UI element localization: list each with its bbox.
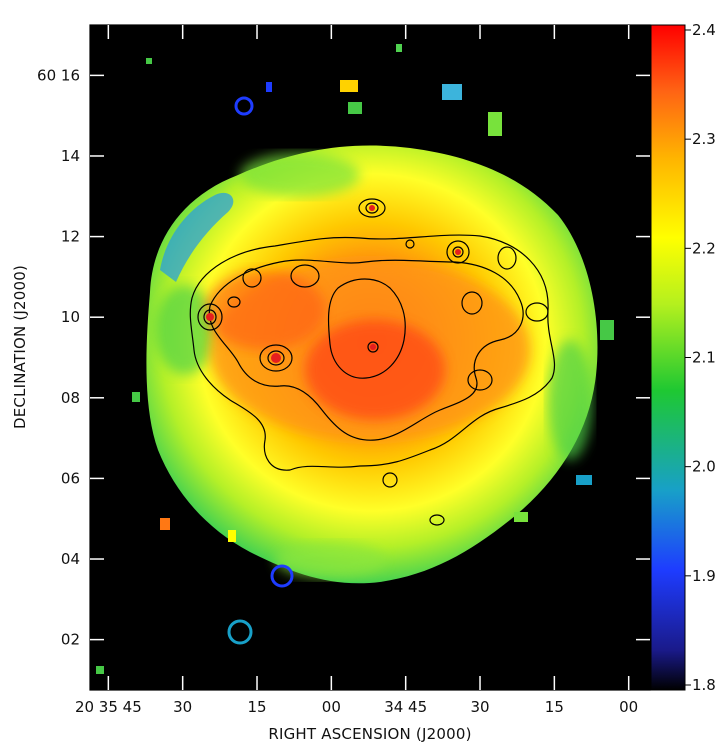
contour-knot	[203, 309, 217, 325]
x-tick-label: 15	[247, 698, 266, 716]
y-axis-title: DECLINATION (J2000)	[11, 265, 29, 429]
contour-knot	[452, 246, 464, 258]
contour-knot	[197, 303, 223, 331]
outlier-patch	[266, 82, 272, 92]
contour-core	[327, 278, 406, 379]
outlier-patch	[96, 666, 104, 674]
y-tick-label: 60 16	[37, 66, 80, 84]
contour-knot	[365, 202, 379, 214]
bright-knot	[455, 249, 461, 255]
contour-knot	[242, 268, 262, 288]
outlier-patch	[514, 512, 528, 522]
contour-knot	[461, 291, 483, 315]
bright-knot	[370, 344, 376, 350]
colorbar-tick-label: 2.1	[692, 349, 716, 367]
bright-knots	[206, 205, 461, 363]
contour-lines	[189, 198, 556, 526]
colorbar-tick-label: 1.9	[692, 567, 716, 585]
bright-knot	[369, 205, 375, 211]
outlier-patch	[228, 530, 236, 542]
outlier-patch	[396, 44, 402, 52]
contour-knot	[259, 344, 293, 372]
y-tick-label: 12	[61, 228, 80, 246]
disc-edge-green-left	[155, 285, 215, 375]
colorbar-tick-label: 2.4	[692, 21, 716, 39]
outlier-patch	[576, 475, 592, 485]
inner-red-region	[305, 320, 445, 420]
outlier-patch	[340, 80, 358, 92]
contour-knot	[358, 198, 386, 218]
x-tick-label: 20 35 45	[75, 698, 142, 716]
y-tick-label: 14	[61, 147, 80, 165]
y-tick-label: 02	[61, 631, 80, 649]
colorbar-tick-label: 2.3	[692, 130, 716, 148]
outlier-patch	[488, 112, 502, 136]
contour-knot	[290, 264, 320, 288]
colorbar-tick-label: 1.8	[692, 676, 716, 694]
disc-edge-blue	[160, 192, 234, 282]
contour-knot	[525, 302, 549, 322]
x-tick-label: 15	[545, 698, 564, 716]
y-tick-label: 08	[61, 389, 80, 407]
outlier-ring	[234, 96, 254, 116]
y-tick-label: 04	[61, 550, 80, 568]
contour-knot	[429, 514, 445, 526]
contour-knot	[497, 246, 517, 270]
x-axis: 20 35 45 30 15 00 34 45 30 15 00	[75, 25, 638, 716]
colorbar-tick-label: 2.2	[692, 239, 716, 257]
colorbar	[650, 24, 686, 691]
arm-red-left	[205, 270, 325, 350]
colorbar-tick-label: 2.0	[692, 458, 716, 476]
x-axis-title: RIGHT ASCENSION (J2000)	[268, 725, 471, 743]
outlier-patch	[600, 320, 614, 340]
contour-outer	[189, 234, 556, 471]
contour-knot	[467, 369, 493, 391]
outlier-patch	[132, 392, 140, 402]
outlier-patch	[146, 58, 152, 64]
x-tick-label: 30	[173, 698, 192, 716]
disc-edge-green-right	[548, 340, 592, 460]
contour-knot	[367, 341, 379, 353]
contour-knot	[446, 240, 470, 264]
x-tick-label: 34 45	[384, 698, 427, 716]
galaxy-image	[96, 44, 614, 674]
bright-knot	[271, 353, 281, 363]
outlier-patch	[442, 84, 462, 100]
plot-frame	[89, 24, 651, 691]
contour-knot	[405, 239, 415, 249]
y-axis: 60 16 14 12 10 08 06 04 02	[37, 66, 650, 649]
bright-knot	[206, 313, 214, 321]
x-tick-label: 00	[322, 698, 341, 716]
contour-knot	[227, 296, 241, 308]
outlier-patch	[348, 102, 362, 114]
disc-edge-green-top	[240, 153, 360, 197]
contour-knot	[382, 472, 398, 488]
colorbar-ticks: 2.4 2.3 2.2 2.1 2.0 1.9 1.8	[685, 21, 716, 694]
disc-edge-green-bottom	[275, 542, 385, 578]
contour-inner	[208, 259, 524, 441]
contour-knot	[267, 350, 285, 366]
y-tick-label: 06	[61, 469, 80, 487]
outlier-patch	[160, 518, 170, 530]
outlier-ring	[270, 564, 294, 588]
y-tick-label: 10	[61, 308, 80, 326]
outlier-ring	[227, 619, 253, 645]
x-tick-label: 00	[619, 698, 638, 716]
x-tick-label: 30	[470, 698, 489, 716]
